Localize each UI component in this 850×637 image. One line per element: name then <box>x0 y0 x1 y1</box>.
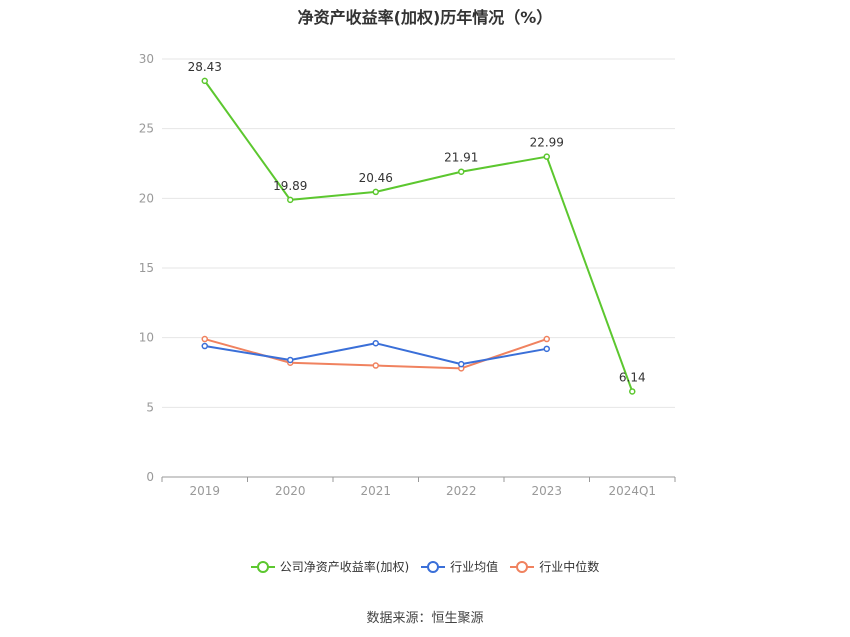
legend-label: 公司净资产收益率(加权) <box>279 560 410 574</box>
data-label: 6.14 <box>619 370 646 384</box>
data-label: 19.89 <box>273 179 307 193</box>
data-point <box>372 188 379 196</box>
y-tick-label: 30 <box>139 52 154 66</box>
x-tick-label: 2024Q1 <box>608 484 656 498</box>
data-label: 28.43 <box>188 60 222 74</box>
data-point <box>629 388 636 395</box>
x-tick-label: 2019 <box>189 484 220 498</box>
grid-lines <box>162 58 675 408</box>
data-point <box>201 342 208 350</box>
data-source-note: 数据来源：恒生聚源 <box>366 611 484 626</box>
y-tick-label: 0 <box>146 470 154 484</box>
legend-item[interactable]: 行业中位数 <box>510 558 599 575</box>
data-label: 21.91 <box>444 151 478 165</box>
data-point <box>372 339 379 347</box>
y-tick-label: 10 <box>139 331 154 345</box>
x-tick-label: 2020 <box>275 484 306 498</box>
data-point <box>201 335 208 343</box>
data-labels: 28.43 19.89 20.46 21.91 22.99 6.14 <box>188 60 646 385</box>
data-point <box>543 335 550 343</box>
y-tick-label: 5 <box>146 400 154 414</box>
legend-label: 行业中位数 <box>539 560 600 574</box>
data-label: 20.46 <box>359 171 393 185</box>
legend-item[interactable]: 公司净资产收益率(加权) <box>250 558 410 575</box>
data-point <box>458 360 465 368</box>
legend-marker-icon <box>250 560 275 573</box>
data-label: 22.99 <box>530 136 564 150</box>
legend-label: 行业均值 <box>450 560 499 574</box>
legend-marker-icon <box>421 560 446 573</box>
x-tick-label: 2023 <box>531 484 562 498</box>
data-point <box>287 196 294 204</box>
data-point <box>201 77 208 85</box>
data-point <box>458 168 465 175</box>
chart-title: 净资产收益率(加权)历年情况（%） <box>297 8 553 27</box>
legend: 公司净资产收益率(加权) 行业均值 行业中位数 <box>0 558 850 577</box>
legend-marker-icon <box>510 560 535 573</box>
series-lines <box>201 77 636 395</box>
axes: 0 5 10 15 20 25 30 2019 2020 2021 2022 2023 2024Q1 <box>139 52 676 498</box>
series-line <box>203 80 634 392</box>
data-point <box>372 362 379 369</box>
data-point <box>543 345 550 353</box>
x-tick-label: 2022 <box>446 484 477 498</box>
y-tick-label: 25 <box>139 122 154 136</box>
y-tick-label: 20 <box>139 191 154 205</box>
data-point <box>287 356 294 364</box>
x-tick-label: 2021 <box>360 484 391 498</box>
y-tick-label: 15 <box>139 261 154 275</box>
data-point <box>543 153 550 160</box>
legend-item[interactable]: 行业均值 <box>421 558 498 575</box>
